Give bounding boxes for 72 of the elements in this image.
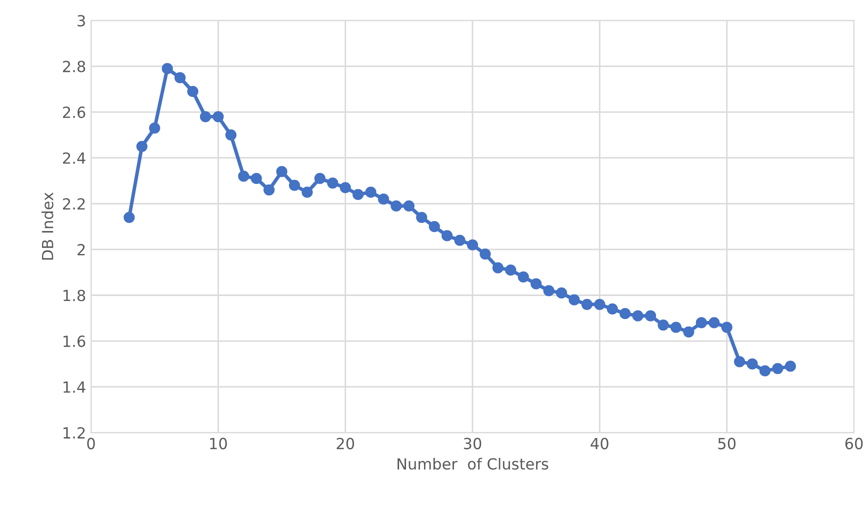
x-tick-label: 50 <box>718 438 736 450</box>
point <box>428 221 440 232</box>
point <box>466 239 478 250</box>
point <box>492 262 504 274</box>
y-tick-label: 2.4 <box>62 152 86 164</box>
point <box>670 322 682 333</box>
y-tick-label: 1.8 <box>64 290 86 302</box>
point <box>250 172 262 184</box>
y-tick-label: 2.2 <box>62 198 85 210</box>
y-tick-label: 2.8 <box>62 60 86 72</box>
point <box>149 122 160 134</box>
point <box>708 317 720 328</box>
y-tick-label: 2 <box>78 244 85 256</box>
y-tick-label: 1.6 <box>64 336 86 348</box>
x-tick-label: 0 <box>87 438 95 450</box>
point <box>124 212 135 223</box>
point <box>390 200 402 212</box>
point <box>581 298 593 310</box>
x-tick-label: 40 <box>590 438 608 450</box>
point <box>480 248 491 260</box>
x-tick-label: 30 <box>464 438 482 450</box>
point <box>187 86 198 98</box>
point <box>200 111 212 122</box>
point <box>238 170 250 182</box>
y-tick-label: 2.6 <box>62 106 86 118</box>
x-tick-label: 60 <box>845 438 863 450</box>
point <box>696 317 707 328</box>
point <box>162 63 173 74</box>
point <box>784 360 796 372</box>
point <box>212 111 224 122</box>
point <box>340 182 351 194</box>
point <box>543 285 554 296</box>
point <box>264 184 275 196</box>
point <box>518 271 529 282</box>
point <box>136 140 148 152</box>
point <box>442 230 453 242</box>
point <box>530 278 542 290</box>
point <box>225 129 236 141</box>
point <box>302 186 313 198</box>
point <box>454 234 466 246</box>
point <box>683 326 694 338</box>
point <box>288 180 300 191</box>
y-tick-label: 1.2 <box>64 427 85 438</box>
point <box>365 186 376 198</box>
point <box>594 298 606 310</box>
point <box>505 264 516 276</box>
point <box>772 362 784 374</box>
point <box>174 72 186 84</box>
x-tick-label: 20 <box>336 438 354 450</box>
point <box>276 166 288 178</box>
point <box>556 287 568 299</box>
point <box>746 358 758 370</box>
y-tick-label: 1.4 <box>64 382 86 393</box>
point <box>620 308 631 320</box>
point <box>568 294 580 306</box>
point <box>403 200 414 212</box>
point <box>352 188 364 200</box>
point <box>759 365 771 376</box>
point <box>644 310 656 322</box>
point <box>734 356 746 368</box>
point <box>327 178 338 189</box>
x-tick-label: 10 <box>210 438 227 450</box>
y-tick-label: 3 <box>78 14 85 26</box>
y-axis-title: DB Index <box>42 192 54 260</box>
point <box>416 212 428 223</box>
x-axis-title: Number of Clusters <box>398 458 548 470</box>
point <box>658 319 669 331</box>
point <box>378 194 390 205</box>
point <box>606 303 618 315</box>
point <box>721 322 732 333</box>
point <box>314 172 326 184</box>
point <box>632 310 644 322</box>
